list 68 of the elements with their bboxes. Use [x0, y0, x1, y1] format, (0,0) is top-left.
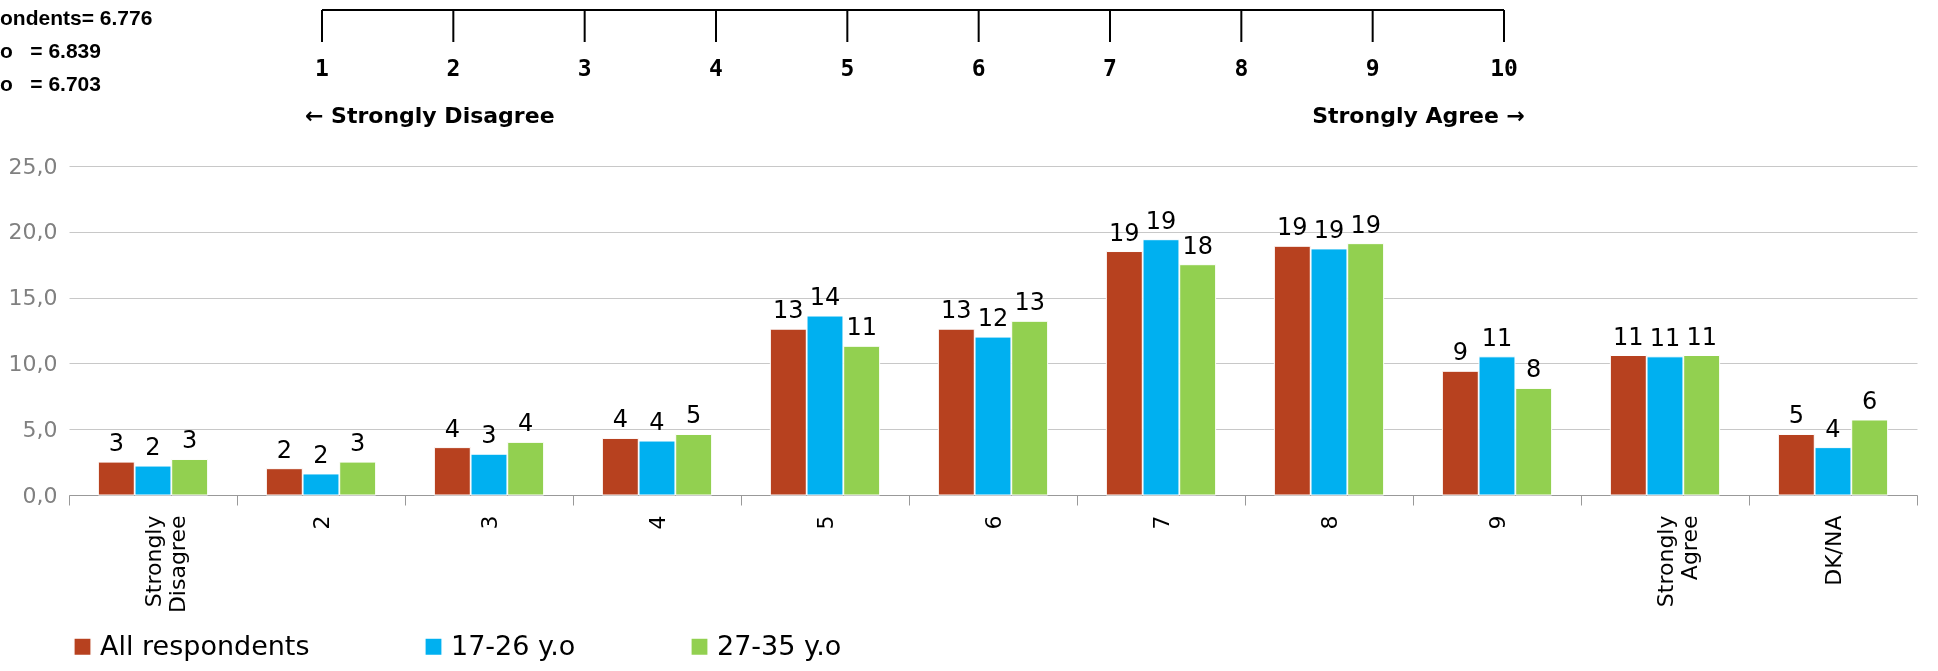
text: Strongly Agree →: [1312, 103, 1525, 128]
data-label: 11: [846, 313, 877, 342]
data-label: 18: [1182, 231, 1213, 260]
data-label: 11: [1686, 322, 1717, 351]
data-label: 4: [1825, 414, 1841, 443]
y-tick-label: 10,0: [8, 350, 58, 376]
data-label: 19: [1313, 215, 1345, 244]
text: ondents= 6.776: [0, 6, 153, 30]
data-label: 11: [1649, 323, 1681, 352]
y-tick-label: 0,0: [22, 482, 58, 508]
data-label: 2: [276, 435, 292, 464]
text: 6: [971, 55, 986, 81]
x-tick-label: DK/NA: [1820, 515, 1846, 586]
text: 10: [1490, 55, 1518, 81]
x-tick-label: 2: [308, 515, 334, 530]
data-label: 5: [686, 401, 702, 430]
x-tick-label: Strongly Disagree: [140, 515, 190, 614]
text: 1: [315, 55, 329, 81]
data-label: 2: [145, 433, 161, 462]
data-label: 12: [977, 304, 1009, 333]
x-tick-label: 8: [1316, 515, 1342, 530]
data-label: 2: [313, 440, 329, 469]
data-label: 8: [1526, 355, 1542, 384]
text: 2: [446, 55, 461, 81]
text: 8: [1234, 55, 1249, 81]
x-tick-label: 4: [644, 515, 670, 530]
x-tick-label: 6: [980, 515, 1006, 530]
data-label: 19: [1350, 210, 1381, 239]
data-label: 13: [773, 296, 804, 325]
data-label: 19: [1109, 218, 1140, 247]
data-label: 3: [108, 429, 124, 458]
x-tick-label: Strongly Agree: [1652, 515, 1702, 608]
data-label: 4: [518, 409, 534, 438]
x-tick-label: 3: [476, 515, 502, 530]
data-label: 4: [444, 414, 460, 443]
y-tick-label: 5,0: [22, 416, 58, 442]
text: 4: [709, 55, 723, 81]
data-label: 4: [649, 408, 665, 437]
x-tick-label: 9: [1484, 515, 1510, 530]
y-tick-label: 20,0: [8, 219, 58, 245]
text: o = 6.703: [0, 72, 101, 96]
data-label: 19: [1277, 213, 1308, 242]
text: 3: [577, 55, 592, 81]
legend-label: 17-26 y.o: [451, 629, 576, 661]
data-label: 11: [1613, 322, 1644, 351]
data-label: 9: [1452, 338, 1468, 367]
data-label: 6: [1862, 386, 1878, 415]
data-label: 5: [1788, 401, 1804, 430]
data-label: 11: [1481, 323, 1513, 352]
data-label: 13: [941, 296, 972, 325]
legend-label: 27-35 y.o: [717, 629, 842, 661]
y-tick-label: 15,0: [8, 285, 58, 311]
text: 5: [840, 55, 855, 81]
text: o = 6.839: [0, 39, 101, 63]
legend-label: All respondents: [100, 629, 310, 661]
y-tick-label: 25,0: [8, 153, 58, 179]
x-tick-label: 7: [1148, 515, 1174, 530]
text: ← Strongly Disagree: [305, 103, 555, 128]
data-label: 4: [612, 405, 628, 434]
data-label: 13: [1014, 288, 1045, 317]
x-tick-label: 5: [812, 515, 838, 530]
text: 9: [1365, 55, 1380, 81]
data-label: 3: [481, 421, 497, 450]
data-label: 19: [1145, 206, 1177, 235]
data-label: 3: [350, 429, 366, 458]
data-label: 3: [182, 426, 198, 455]
data-label: 14: [809, 283, 841, 312]
text: 7: [1103, 55, 1117, 81]
